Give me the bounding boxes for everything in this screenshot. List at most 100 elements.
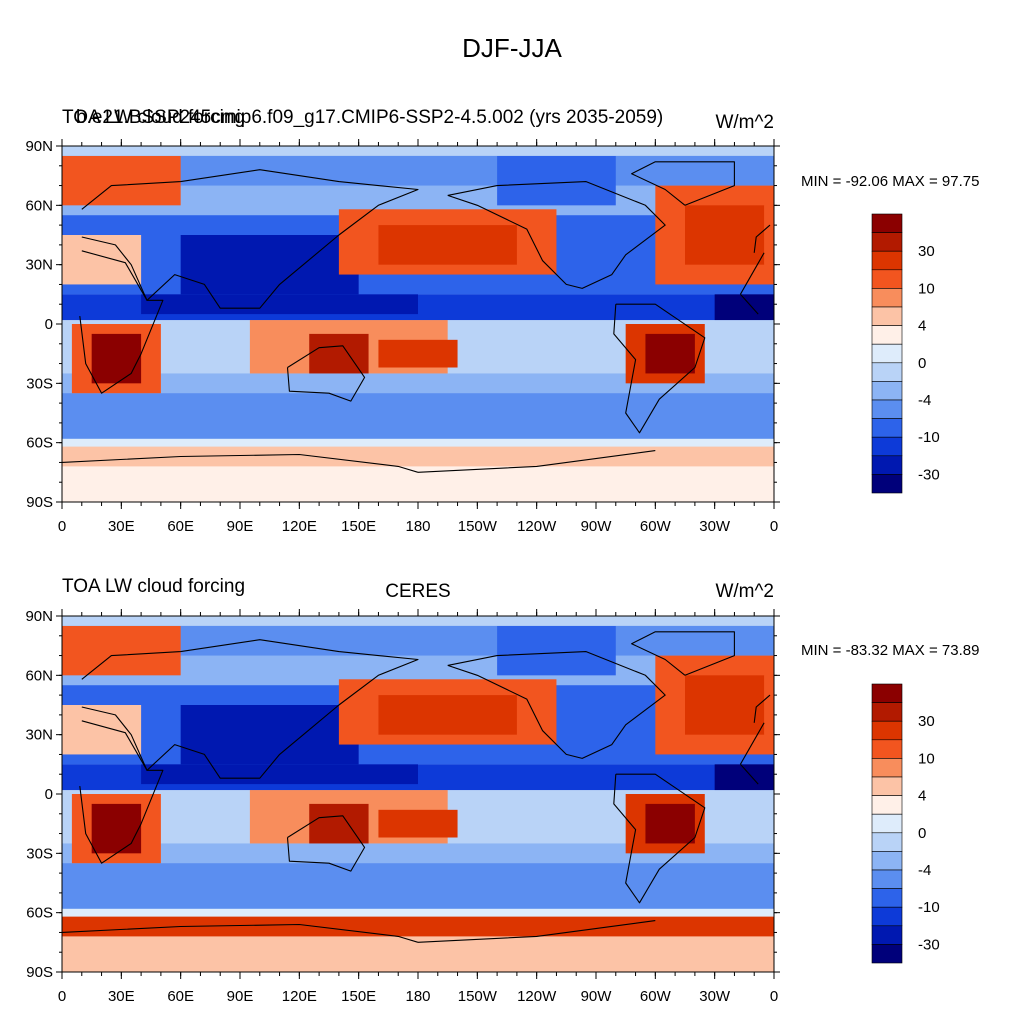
bottom-min-max: MIN = -83.32 MAX = 73.89: [801, 642, 979, 659]
colorbar-swatch: [871, 250, 903, 271]
field-patch: [91, 333, 142, 384]
bottom-left-title-a: TOA LW cloud forcing: [62, 576, 245, 597]
lon-label: 120W: [517, 988, 557, 1005]
colorbar-label: 10: [918, 750, 935, 767]
field-patch: [62, 625, 181, 676]
field-patch: [645, 803, 695, 844]
colorbar-swatch: [871, 362, 903, 382]
coastline: [79, 720, 164, 864]
colorbar-swatch: [871, 213, 903, 233]
coastline: [286, 345, 366, 402]
colorbar-swatch: [871, 776, 903, 796]
colorbar-label: -10: [918, 899, 940, 916]
coastline: [61, 453, 419, 473]
lon-label: 60W: [640, 988, 672, 1005]
lat-label: 30S: [26, 375, 53, 392]
field-patch: [378, 339, 458, 368]
coastline: [613, 303, 706, 434]
lon-label: 90W: [581, 518, 613, 535]
lon-label: 120E: [282, 518, 317, 535]
colorbar-swatch: [871, 343, 903, 364]
field-patch: [378, 695, 517, 735]
lat-label: 30N: [25, 257, 53, 274]
colorbar-swatch: [871, 306, 903, 326]
colorbar-swatch: [871, 418, 903, 438]
bottom-center-title: CERES: [385, 581, 450, 602]
lon-label: 0: [770, 988, 778, 1005]
top-units: W/m^2: [715, 112, 774, 133]
coastline: [613, 773, 706, 904]
lon-label: 120W: [517, 518, 557, 535]
top-axis-ticks: 90N 60N 30N 0 30S 60S 90S 0 30E 60E 90E 120E 150E 180…: [25, 138, 780, 535]
lon-label: 60E: [167, 518, 194, 535]
field-patch: [62, 916, 774, 937]
lat-label: 30N: [25, 727, 53, 744]
colorbar-label: 4: [918, 788, 926, 805]
coastline: [739, 252, 765, 295]
field-patch: [62, 462, 774, 502]
coastline: [81, 169, 419, 309]
field-patch: [62, 616, 774, 626]
colorbar-swatch: [871, 851, 903, 871]
coastline: [447, 181, 666, 289]
lon-label: 150E: [341, 988, 376, 1005]
lat-label: 90S: [26, 964, 53, 981]
colorbar-swatch: [871, 720, 903, 741]
bottom-map-field: [61, 616, 774, 972]
lat-label: 90N: [25, 608, 53, 625]
colorbar-label: 4: [918, 318, 926, 335]
field-patch: [497, 155, 616, 206]
lon-label: 180: [405, 518, 430, 535]
coastline: [81, 639, 419, 779]
field-patch: [685, 205, 765, 265]
lon-label: 0: [58, 988, 66, 1005]
top-map-field: [61, 146, 774, 502]
coastline: [739, 293, 759, 315]
colorbar-swatch: [871, 436, 903, 457]
colorbar-swatch: [871, 869, 903, 889]
lon-label: 90E: [227, 518, 254, 535]
colorbar-label: 0: [918, 355, 926, 372]
lon-label: 30W: [699, 988, 731, 1005]
lon-label: 150W: [458, 518, 498, 535]
coastline: [739, 722, 765, 765]
field-patch: [685, 675, 765, 735]
coastline: [79, 250, 164, 394]
colorbar-swatch: [871, 474, 903, 494]
coastline: [753, 224, 771, 253]
colorbar-swatch: [871, 269, 903, 289]
field-patch: [91, 803, 142, 854]
top-colorbar: 30 10 4 0 -4 -10 -30: [871, 213, 940, 494]
lon-label: 150W: [458, 988, 498, 1005]
lon-label: 30W: [699, 518, 731, 535]
colorbar-label: 0: [918, 825, 926, 842]
lat-label: 60S: [26, 435, 53, 452]
colorbar-label: 30: [918, 243, 935, 260]
top-left-title-a: TOA LW cloud forcing: [62, 107, 245, 128]
coastline: [631, 631, 735, 676]
colorbar-label: -4: [918, 862, 931, 879]
field-patch: [309, 803, 369, 844]
field-patch: [378, 225, 517, 265]
field-patch: [378, 809, 458, 838]
lon-label: 90W: [581, 988, 613, 1005]
field-patch: [497, 625, 616, 676]
lat-label: 60N: [25, 667, 53, 684]
figure-title: DJF-JJA: [462, 33, 562, 63]
lat-label: 90N: [25, 138, 53, 155]
field-patch: [62, 705, 142, 755]
bottom-colorbar: 30 10 4 0 -4 -10 -30: [871, 683, 940, 964]
lon-label: 60W: [640, 518, 672, 535]
field-patch: [62, 446, 774, 467]
lat-label: 0: [45, 786, 53, 803]
top-min-max: MIN = -92.06 MAX = 97.75: [801, 173, 979, 190]
coastline: [417, 450, 656, 473]
colorbar-swatch: [871, 906, 903, 927]
colorbar-swatch: [871, 455, 903, 475]
colorbar-swatch: [871, 832, 903, 852]
colorbar-swatch: [871, 325, 903, 345]
lon-label: 30E: [108, 518, 135, 535]
field-patch: [309, 333, 369, 374]
colorbar-swatch: [871, 739, 903, 759]
